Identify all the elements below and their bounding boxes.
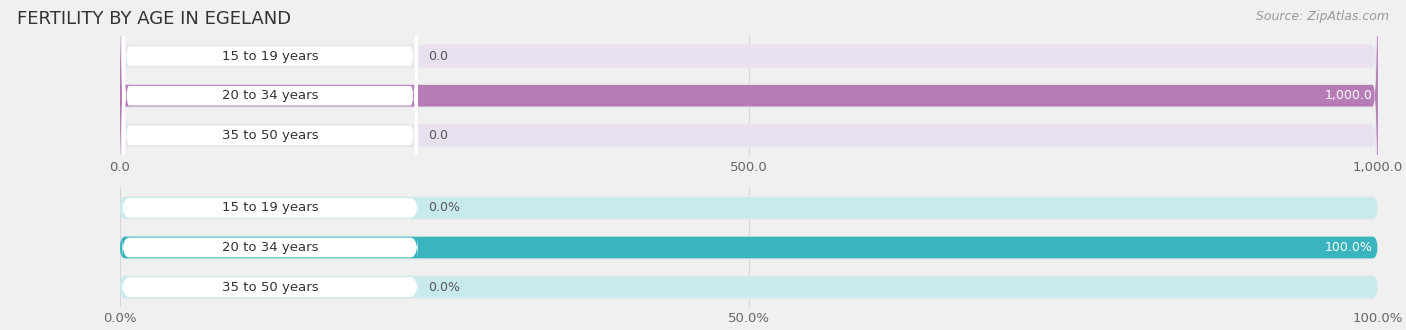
- Text: 35 to 50 years: 35 to 50 years: [222, 280, 318, 294]
- Text: 1,000.0: 1,000.0: [1324, 89, 1372, 102]
- Text: 0.0: 0.0: [427, 50, 447, 63]
- FancyBboxPatch shape: [120, 0, 1378, 212]
- FancyBboxPatch shape: [122, 0, 418, 330]
- FancyBboxPatch shape: [122, 0, 418, 262]
- Text: 35 to 50 years: 35 to 50 years: [222, 129, 318, 142]
- FancyBboxPatch shape: [120, 196, 1378, 220]
- Text: 0.0%: 0.0%: [427, 280, 460, 294]
- Text: 100.0%: 100.0%: [1324, 241, 1372, 254]
- Text: 0.0: 0.0: [427, 129, 447, 142]
- FancyBboxPatch shape: [120, 237, 1378, 258]
- FancyBboxPatch shape: [120, 235, 1378, 260]
- FancyBboxPatch shape: [120, 0, 1378, 240]
- FancyBboxPatch shape: [120, 197, 1378, 219]
- FancyBboxPatch shape: [120, 0, 1378, 252]
- FancyBboxPatch shape: [120, 0, 1378, 252]
- FancyBboxPatch shape: [122, 236, 418, 259]
- Text: 15 to 19 years: 15 to 19 years: [222, 201, 318, 214]
- FancyBboxPatch shape: [122, 196, 418, 220]
- FancyBboxPatch shape: [120, 237, 1378, 258]
- FancyBboxPatch shape: [120, 0, 1378, 280]
- Text: FERTILITY BY AGE IN EGELAND: FERTILITY BY AGE IN EGELAND: [17, 10, 291, 28]
- Text: 15 to 19 years: 15 to 19 years: [222, 50, 318, 63]
- FancyBboxPatch shape: [120, 0, 1378, 291]
- Text: Source: ZipAtlas.com: Source: ZipAtlas.com: [1256, 10, 1389, 23]
- FancyBboxPatch shape: [122, 275, 418, 299]
- FancyBboxPatch shape: [122, 0, 418, 302]
- Text: 20 to 34 years: 20 to 34 years: [222, 89, 318, 102]
- Text: 20 to 34 years: 20 to 34 years: [222, 241, 318, 254]
- Text: 0.0%: 0.0%: [427, 201, 460, 214]
- FancyBboxPatch shape: [120, 0, 1378, 319]
- FancyBboxPatch shape: [120, 276, 1378, 298]
- FancyBboxPatch shape: [120, 275, 1378, 299]
